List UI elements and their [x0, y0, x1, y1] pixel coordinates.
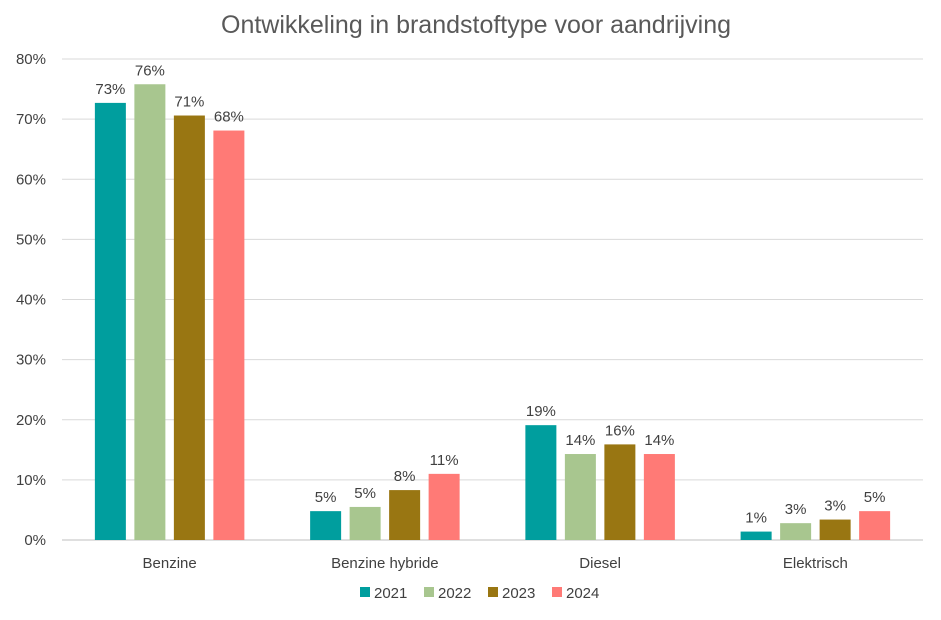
- y-tick-label: 0%: [24, 532, 46, 549]
- bar-2023: [604, 444, 636, 540]
- y-tick-label: 50%: [16, 231, 46, 248]
- bar-2022: [349, 506, 381, 540]
- x-category-label: Benzine hybride: [331, 555, 439, 572]
- bar-2023: [389, 490, 421, 540]
- legend-label: 2024: [566, 585, 599, 602]
- data-label: 1%: [745, 510, 767, 527]
- data-label: 16%: [605, 422, 635, 439]
- bar-2024: [859, 511, 891, 540]
- x-category-label: Diesel: [579, 555, 621, 572]
- legend: 2021 2022 2023 2024: [360, 585, 599, 602]
- legend-swatch-2023: [488, 587, 498, 597]
- y-tick-label: 30%: [16, 352, 46, 369]
- y-tick-label: 20%: [16, 412, 46, 429]
- y-axis-ticks: 0% 10% 20% 30% 40% 50% 60% 70% 80%: [16, 51, 46, 549]
- chart-title: Ontwikkeling in brandstoftype voor aandr…: [221, 11, 731, 39]
- x-category-label: Elektrisch: [783, 555, 848, 572]
- y-tick-label: 60%: [16, 171, 46, 188]
- bar-2024: [428, 473, 460, 540]
- legend-swatch-2024: [552, 587, 562, 597]
- bar-2021: [310, 511, 342, 540]
- x-axis-categories: Benzine Benzine hybride Diesel Elektrisch: [143, 555, 848, 572]
- data-label: 14%: [565, 432, 595, 449]
- data-label: 3%: [824, 498, 846, 515]
- data-label: 71%: [174, 94, 204, 111]
- data-label: 76%: [135, 62, 165, 79]
- data-label: 73%: [95, 81, 125, 98]
- bar-2022: [134, 84, 166, 540]
- data-label: 11%: [430, 452, 459, 469]
- y-tick-label: 70%: [16, 111, 46, 128]
- bar-2021: [525, 425, 557, 540]
- gridlines: [62, 58, 923, 541]
- data-labels: 73% 76% 71% 68% 5% 5% 8% 11% 19% 14% 16% 14% 1% 3% 3% 5…: [95, 62, 885, 526]
- x-category-label: Benzine: [143, 555, 197, 572]
- bar-2021: [94, 102, 126, 541]
- data-label: 5%: [315, 489, 337, 506]
- bar-2023: [173, 115, 205, 540]
- bar-2024: [213, 130, 245, 540]
- bar-2024: [643, 454, 675, 540]
- y-tick-label: 80%: [16, 51, 46, 68]
- data-label: 14%: [644, 432, 674, 449]
- bar-2023: [819, 519, 851, 540]
- y-tick-label: 40%: [16, 292, 46, 309]
- bar-2021: [740, 531, 772, 540]
- data-label: 5%: [864, 489, 886, 506]
- data-label: 3%: [785, 501, 807, 518]
- bar-2022: [780, 523, 812, 540]
- legend-swatch-2022: [424, 587, 434, 597]
- legend-label: 2022: [438, 585, 471, 602]
- data-label: 68%: [214, 109, 244, 126]
- data-label: 8%: [394, 468, 416, 485]
- data-label: 5%: [354, 485, 376, 502]
- bars: [94, 84, 891, 541]
- legend-label: 2023: [502, 585, 535, 602]
- legend-label: 2021: [374, 585, 407, 602]
- y-tick-label: 10%: [16, 472, 46, 489]
- legend-swatch-2021: [360, 587, 370, 597]
- bar-2022: [564, 454, 596, 540]
- data-label: 19%: [526, 403, 556, 420]
